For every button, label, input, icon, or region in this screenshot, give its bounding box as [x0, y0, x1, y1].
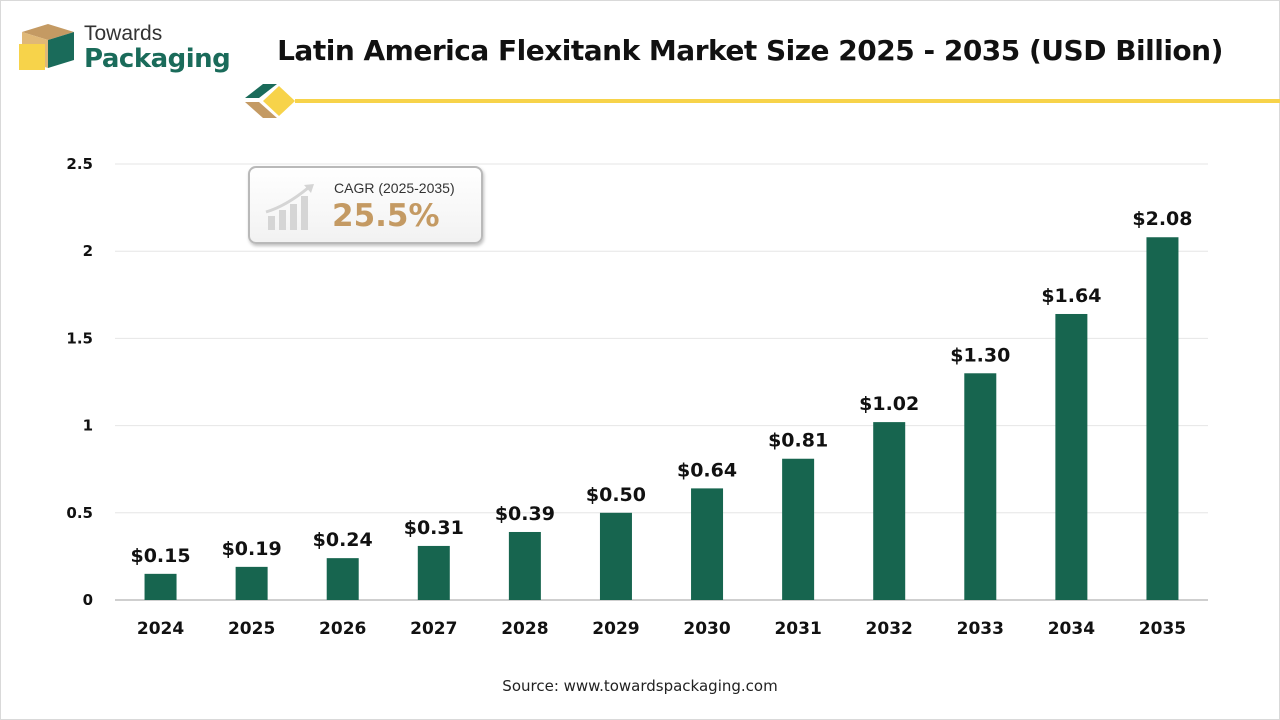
- y-tick-label: 0.5: [66, 504, 93, 522]
- x-tick-label: 2030: [683, 619, 730, 639]
- data-label: $0.39: [495, 503, 555, 525]
- data-label: $0.19: [222, 538, 282, 560]
- data-label: $1.64: [1041, 285, 1101, 307]
- bars: [144, 237, 1179, 601]
- x-tick-label: 2033: [957, 619, 1004, 639]
- y-tick-label: 2: [83, 242, 93, 260]
- brand-line2: Packaging: [84, 44, 231, 74]
- bar: [691, 488, 724, 600]
- x-tick-label: 2026: [319, 619, 366, 639]
- y-tick-label: 0: [83, 591, 93, 609]
- bar: [144, 573, 177, 600]
- x-tick-label: 2029: [592, 619, 639, 639]
- x-tick-label: 2031: [774, 619, 821, 639]
- bar: [782, 458, 815, 600]
- bar: [873, 422, 906, 600]
- bar: [1146, 237, 1179, 601]
- x-axis-ticks: 2024 2025 2026 2027 2028 2029 2030 2031 2032 2033…: [137, 619, 1186, 639]
- x-tick-label: 2034: [1048, 619, 1095, 639]
- x-tick-label: 2025: [228, 619, 275, 639]
- cagr-label: CAGR (2025-2035): [334, 180, 455, 196]
- cagr-callout: CAGR (2025-2035) 25.5%: [248, 166, 483, 244]
- data-label: $0.50: [586, 484, 646, 506]
- growth-chart-icon: [265, 184, 314, 230]
- data-label: $1.30: [950, 344, 1010, 366]
- data-label: $0.15: [130, 545, 190, 567]
- x-tick-label: 2032: [866, 619, 913, 639]
- chart-title: Latin America Flexitank Market Size 2025…: [277, 34, 1223, 67]
- bar: [964, 373, 997, 600]
- x-tick-label: 2028: [501, 619, 548, 639]
- x-tick-label: 2027: [410, 619, 457, 639]
- data-label: $0.31: [404, 517, 464, 539]
- box-logo-icon: [19, 24, 74, 70]
- data-label: $0.64: [677, 459, 737, 481]
- gridlines: [115, 163, 1208, 601]
- y-tick-label: 2.5: [66, 155, 93, 173]
- y-axis-ticks: 0 0.5 1 1.5 2 2.5: [66, 155, 93, 609]
- data-label: $0.24: [313, 529, 373, 551]
- bar: [326, 558, 359, 600]
- data-label: $0.81: [768, 430, 828, 452]
- source-note: Source: www.towardspackaging.com: [502, 677, 778, 695]
- data-labels: $0.15 $0.19 $0.24 $0.31 $0.39 $0.50 $0.64 $0.81…: [130, 208, 1192, 567]
- bar: [417, 545, 450, 600]
- bar: [599, 512, 632, 600]
- data-label: $1.02: [859, 393, 919, 415]
- x-tick-label: 2024: [137, 619, 184, 639]
- y-tick-label: 1.5: [66, 329, 93, 347]
- bar: [508, 531, 541, 600]
- bar: [235, 566, 268, 600]
- bar: [1055, 313, 1088, 600]
- towards-packaging-logo: Towards Packaging: [18, 22, 248, 82]
- title-underline-decoration: [245, 84, 1280, 118]
- cagr-value: 25.5%: [332, 198, 440, 234]
- data-label: $2.08: [1132, 208, 1192, 230]
- brand-line1: Towards: [84, 22, 163, 45]
- y-tick-label: 1: [83, 417, 93, 435]
- x-tick-label: 2035: [1139, 619, 1186, 639]
